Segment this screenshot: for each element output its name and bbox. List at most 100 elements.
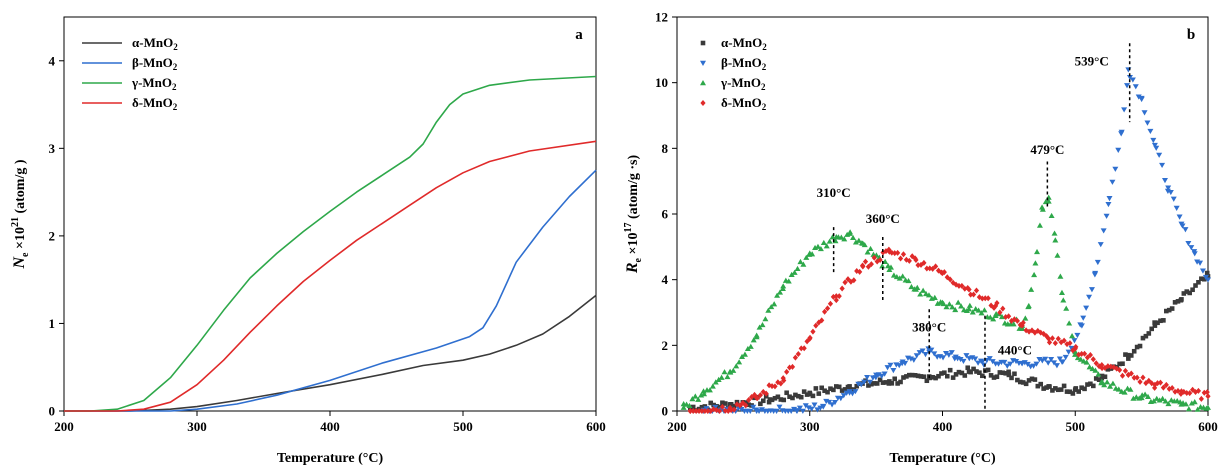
data-point bbox=[1195, 387, 1202, 394]
data-point bbox=[739, 353, 746, 359]
data-point bbox=[1006, 313, 1012, 320]
data-point bbox=[927, 265, 933, 272]
data-point bbox=[1136, 395, 1143, 401]
y-tick-label: 2 bbox=[49, 228, 56, 243]
data-point bbox=[1132, 84, 1139, 90]
y-tick-label: 1 bbox=[49, 316, 56, 331]
data-point bbox=[911, 286, 918, 292]
data-point bbox=[906, 257, 912, 264]
data-point bbox=[809, 251, 816, 257]
data-point bbox=[1004, 363, 1011, 369]
y-axis-label-exponent: 21 bbox=[10, 217, 21, 227]
data-point bbox=[721, 369, 728, 375]
data-point bbox=[690, 408, 696, 414]
data-point bbox=[1045, 198, 1052, 204]
data-point bbox=[753, 407, 760, 413]
data-point bbox=[1106, 195, 1113, 202]
data-point bbox=[938, 269, 945, 276]
data-point bbox=[934, 300, 941, 306]
data-point bbox=[1165, 185, 1172, 191]
data-point bbox=[859, 262, 866, 269]
data-point bbox=[1031, 271, 1038, 278]
y-axis-label-multiplier: ×10 bbox=[13, 227, 28, 252]
data-point bbox=[1190, 287, 1195, 293]
data-point bbox=[879, 263, 886, 269]
data-point bbox=[768, 303, 775, 310]
data-point bbox=[1185, 240, 1192, 247]
data-point bbox=[898, 379, 903, 385]
annotation-label: 380°C bbox=[912, 319, 946, 334]
data-point bbox=[796, 405, 803, 411]
data-point bbox=[756, 408, 763, 414]
data-point bbox=[826, 399, 833, 406]
series-line bbox=[64, 169, 597, 412]
data-point bbox=[979, 295, 985, 302]
data-point bbox=[977, 358, 984, 364]
data-point bbox=[1061, 383, 1067, 389]
data-point bbox=[1146, 331, 1152, 336]
data-point bbox=[1092, 367, 1099, 373]
data-point bbox=[686, 402, 693, 409]
data-point bbox=[1162, 398, 1169, 404]
data-point bbox=[794, 408, 801, 414]
data-point bbox=[750, 404, 757, 410]
data-point bbox=[981, 307, 988, 313]
data-point bbox=[877, 257, 883, 264]
legend-label-name: γ-MnO bbox=[720, 75, 761, 90]
data-point bbox=[892, 250, 898, 257]
data-point bbox=[1175, 387, 1181, 394]
data-point bbox=[1081, 350, 1088, 357]
x-tick-label: 300 bbox=[800, 419, 820, 434]
data-point bbox=[1157, 379, 1164, 386]
data-point bbox=[1205, 393, 1211, 400]
data-point bbox=[931, 351, 938, 357]
data-point bbox=[712, 379, 719, 385]
data-point bbox=[1047, 384, 1052, 389]
legend-label-subscript: 2 bbox=[172, 82, 177, 92]
data-point bbox=[1068, 345, 1075, 352]
data-point bbox=[1061, 337, 1067, 344]
data-point bbox=[960, 358, 967, 365]
data-point bbox=[1039, 358, 1046, 364]
legend-label-subscript: 2 bbox=[762, 62, 767, 72]
data-point bbox=[1066, 320, 1073, 326]
legend-swatch bbox=[700, 60, 706, 66]
data-point bbox=[692, 393, 699, 399]
data-point bbox=[723, 401, 728, 406]
data-point bbox=[762, 316, 769, 322]
data-point bbox=[852, 239, 859, 245]
data-point bbox=[1123, 352, 1128, 357]
data-point bbox=[987, 314, 994, 320]
data-point bbox=[920, 287, 927, 293]
data-point bbox=[1080, 315, 1087, 321]
data-point bbox=[779, 285, 786, 291]
y-axis-label-multiplier: ×10 bbox=[626, 233, 641, 258]
data-point bbox=[1073, 343, 1079, 350]
x-tick-label: 600 bbox=[1198, 419, 1218, 434]
data-point bbox=[1091, 383, 1096, 389]
data-point bbox=[1128, 353, 1134, 358]
data-point bbox=[874, 381, 880, 386]
legend-label: α-MnO2 bbox=[132, 35, 178, 52]
data-point bbox=[1196, 279, 1201, 285]
series-2 bbox=[64, 75, 597, 412]
legend-label-name: δ-MnO bbox=[132, 95, 173, 110]
data-point bbox=[924, 265, 930, 272]
data-point bbox=[1119, 372, 1126, 379]
data-point bbox=[861, 241, 868, 248]
data-point bbox=[703, 406, 710, 412]
data-point bbox=[882, 258, 889, 264]
x-tick-label: 600 bbox=[586, 419, 606, 434]
data-point bbox=[1096, 377, 1102, 383]
data-point bbox=[905, 277, 912, 284]
data-point bbox=[1167, 189, 1174, 196]
data-point bbox=[867, 245, 874, 252]
data-point bbox=[799, 408, 806, 414]
data-point bbox=[1010, 321, 1017, 327]
data-point bbox=[1142, 391, 1149, 397]
data-point bbox=[1053, 363, 1060, 369]
annotation: 380°C bbox=[912, 309, 946, 379]
x-axis-label: Temperature (°C) bbox=[889, 451, 996, 466]
